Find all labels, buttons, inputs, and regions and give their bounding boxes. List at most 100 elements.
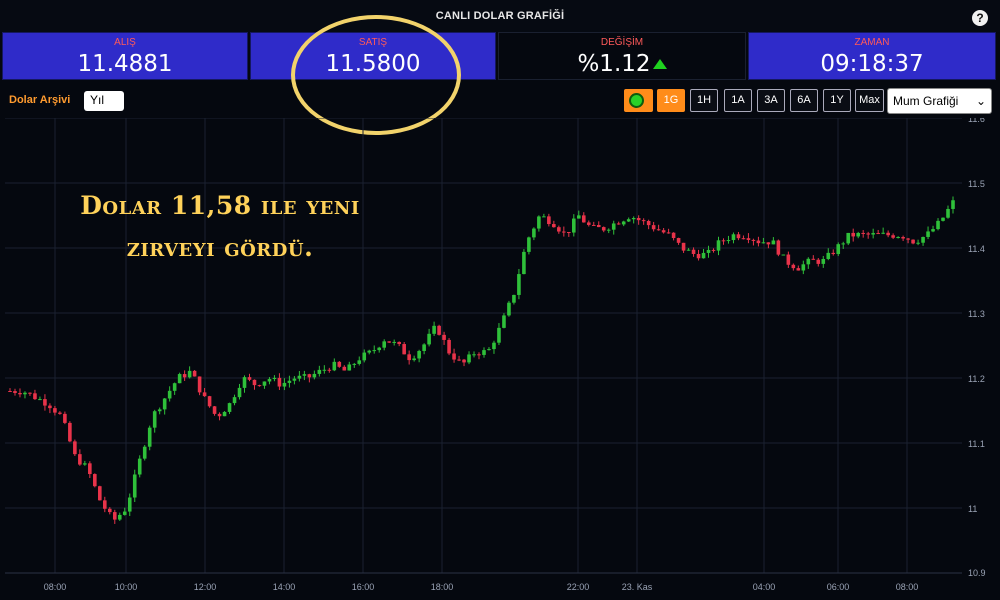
candle-body	[117, 514, 122, 520]
candlestick-chart[interactable]: 11.6 11.5 11.4 11.3 11.2 11.1 11 10.9 08:00 10:00…	[0, 118, 1000, 600]
stat-alis-value: 11.4881	[77, 51, 173, 77]
candle-body	[576, 215, 581, 219]
candle-body	[397, 341, 401, 345]
period-select[interactable]: Yıl	[84, 91, 124, 111]
candle-body	[177, 374, 182, 384]
candle-body	[656, 229, 661, 231]
candle-body	[931, 229, 935, 232]
candle-body	[796, 268, 801, 271]
range-btn-max[interactable]: Max	[855, 89, 884, 112]
candle-body	[671, 232, 676, 239]
candle-body	[53, 408, 57, 413]
candle-body	[646, 221, 651, 226]
candle-body	[651, 225, 656, 230]
candle-body	[946, 208, 950, 218]
candle-body	[167, 390, 172, 399]
stat-degisim-value: %1.12	[577, 51, 651, 77]
x-tick-label: 06:00	[827, 582, 850, 592]
candle-body	[507, 302, 511, 316]
candle-body	[791, 264, 796, 269]
candle-body	[187, 370, 192, 378]
candle-body	[88, 463, 92, 475]
candle-body	[502, 315, 506, 328]
chart-type-value: Mum Grafiği	[893, 94, 959, 108]
candle-body	[127, 497, 132, 512]
candle-body	[581, 215, 586, 223]
candle-body	[572, 218, 576, 233]
candle-body	[567, 232, 571, 234]
candle-body	[252, 379, 257, 386]
candle-body	[347, 364, 352, 371]
candle-body	[841, 243, 846, 245]
highlight-circle	[291, 15, 461, 135]
candle-body	[761, 242, 766, 244]
candle-body	[881, 232, 885, 234]
candle-body	[636, 218, 641, 221]
candle-body	[731, 234, 736, 241]
range-btn-1a[interactable]: 1A	[724, 89, 752, 112]
range-btn-3a[interactable]: 3A	[757, 89, 785, 112]
range-btn-6a[interactable]: 6A	[790, 89, 818, 112]
candle-body	[352, 363, 357, 365]
candle-body	[562, 231, 566, 233]
candle-body	[277, 377, 282, 387]
candle-body	[192, 370, 197, 377]
x-tick-label: 16:00	[352, 582, 375, 592]
candle-body	[641, 220, 646, 222]
live-toggle[interactable]	[624, 89, 653, 112]
candle-body	[901, 237, 905, 239]
candle-body	[407, 354, 411, 361]
chart-annotation: Dolar 11,58 ile yeni zirveyi gördü.	[60, 185, 380, 269]
candle-body	[866, 233, 870, 235]
candle-body	[826, 252, 831, 259]
x-tick-label: 08:00	[44, 582, 67, 592]
candle-body	[616, 223, 621, 225]
candle-body	[302, 374, 307, 376]
candle-body	[706, 249, 711, 253]
candle-body	[512, 294, 516, 303]
candle-body	[58, 412, 62, 414]
candle-body	[412, 358, 416, 361]
candle-body	[23, 392, 27, 395]
archive-label: Dolar Arşivi	[9, 94, 71, 106]
candle-body	[327, 369, 332, 371]
candle-body	[33, 393, 37, 400]
chart-type-select[interactable]: Mum Grafiği ⌄	[887, 88, 992, 114]
candle-body	[157, 409, 162, 412]
candle-body	[596, 224, 601, 228]
candle-body	[432, 325, 436, 334]
range-btn-1h[interactable]: 1H	[690, 89, 718, 112]
y-tick-label: 11.4	[968, 244, 985, 254]
range-btn-1g[interactable]: 1G	[657, 89, 685, 112]
candle-body	[552, 224, 556, 228]
candle-body	[122, 511, 127, 515]
candle-body	[28, 392, 32, 394]
candle-body	[137, 458, 142, 475]
candle-body	[811, 258, 816, 260]
candle-body	[83, 463, 87, 465]
candle-body	[317, 369, 322, 374]
stats-bar: ALIŞ 11.4881 SATIŞ 11.5800 DEĞİŞİM %1.12…	[0, 32, 1000, 80]
candle-body	[542, 216, 546, 218]
candle-body	[926, 231, 930, 237]
candle-body	[477, 354, 481, 356]
candle-body	[487, 349, 491, 351]
candle-body	[18, 392, 22, 395]
candle-body	[611, 223, 616, 230]
candle-body	[8, 391, 12, 392]
candle-body	[921, 236, 925, 243]
candle-body	[606, 229, 611, 231]
help-icon[interactable]: ?	[972, 10, 988, 26]
candle-body	[776, 240, 781, 255]
candle-body	[272, 377, 277, 380]
annotation-line-2: zirveyi gördü.	[126, 233, 314, 262]
candle-body	[267, 379, 272, 382]
candle-body	[472, 354, 476, 356]
candle-body	[586, 222, 591, 225]
candle-body	[107, 508, 112, 513]
candle-body	[152, 411, 157, 428]
range-btn-1y[interactable]: 1Y	[823, 89, 851, 112]
candle-body	[112, 512, 117, 520]
candle-body	[227, 403, 232, 412]
candle-body	[886, 232, 890, 236]
